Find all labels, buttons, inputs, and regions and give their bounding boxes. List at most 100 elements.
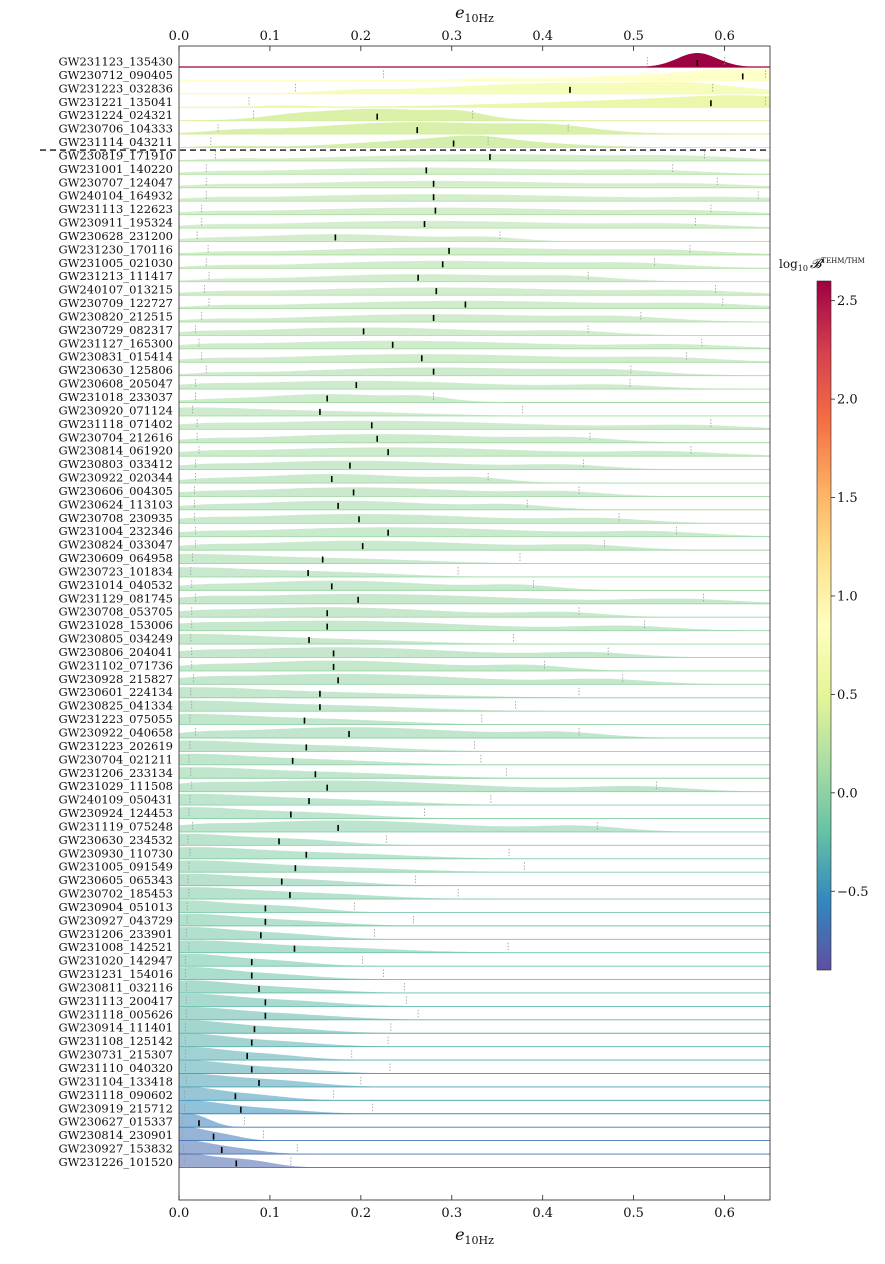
event-label-GW231226_101520: GW231226_101520 bbox=[58, 1155, 173, 1169]
event-label-GW231018_233037: GW231018_233037 bbox=[58, 390, 173, 404]
event-label-GW231028_153006: GW231028_153006 bbox=[58, 618, 173, 632]
ridge-GW240104_164932 bbox=[179, 194, 770, 202]
ridge-GW230920_071124 bbox=[179, 407, 770, 416]
ridge-GW230820_212515 bbox=[179, 314, 770, 322]
ridge-GW230811_032116 bbox=[179, 980, 770, 993]
xtick-label-bottom-4: 0.4 bbox=[532, 1206, 553, 1221]
ridge-GW231127_165300 bbox=[179, 340, 770, 349]
ridge-GW230805_034249 bbox=[179, 633, 770, 645]
event-label-GW230831_015414: GW230831_015414 bbox=[58, 350, 173, 364]
ridge-GW231230_170116 bbox=[179, 247, 770, 255]
ridge-GW230723_101834 bbox=[179, 567, 770, 577]
ridge-GW230708_053705 bbox=[179, 607, 770, 618]
ridge-GW230702_185453 bbox=[179, 887, 770, 899]
event-label-GW231001_140220: GW231001_140220 bbox=[58, 162, 173, 176]
event-label-GW230928_215827: GW230928_215827 bbox=[58, 672, 173, 686]
event-label-GW230814_230901: GW230814_230901 bbox=[58, 1128, 173, 1142]
ridge-GW230825_041334 bbox=[179, 700, 770, 712]
ridge-GW231001_140220 bbox=[179, 167, 770, 175]
event-label-GW231113_200417: GW231113_200417 bbox=[58, 994, 173, 1008]
colorbar-tick-label-3: 1.0 bbox=[837, 589, 858, 604]
ridge-GW230814_230901 bbox=[179, 1126, 770, 1141]
event-label-GW231118_071402: GW231118_071402 bbox=[58, 417, 173, 431]
colorbar-ticks: 2.5 2.0 1.5 1.0 0.5 0.0 −0.5 bbox=[831, 294, 869, 900]
ridge-GW231005_021030 bbox=[179, 260, 770, 269]
ridge-GW230704_212616 bbox=[179, 434, 770, 443]
ridge-GW230922_020344 bbox=[179, 474, 770, 483]
ridge-GW231231_154016 bbox=[179, 967, 770, 980]
colorbar-tick-label-2: 1.5 bbox=[837, 491, 858, 506]
ridge-GW230930_110730 bbox=[179, 847, 770, 859]
event-label-GW230702_185453: GW230702_185453 bbox=[58, 887, 173, 901]
event-label-GW230630_234532: GW230630_234532 bbox=[58, 833, 173, 847]
event-label-GW230706_104333: GW230706_104333 bbox=[58, 122, 173, 136]
ridge-GW230927_043729 bbox=[179, 913, 770, 926]
ridge-GW230731_215307 bbox=[179, 1046, 770, 1061]
event-label-GW230825_041334: GW230825_041334 bbox=[58, 699, 173, 713]
event-label-GW231114_043211: GW231114_043211 bbox=[58, 135, 173, 149]
xtick-label-bottom-2: 0.2 bbox=[351, 1206, 372, 1221]
event-label-GW230708_230935: GW230708_230935 bbox=[58, 511, 173, 525]
xtick-label-bottom-0: 0.0 bbox=[169, 1206, 190, 1221]
event-label-GW231005_021030: GW231005_021030 bbox=[58, 256, 173, 270]
event-label-GW230606_004305: GW230606_004305 bbox=[58, 484, 173, 498]
ridge-GW230922_040658 bbox=[179, 727, 770, 738]
ridge-GW231029_111508 bbox=[179, 780, 770, 792]
event-label-GW231014_040532: GW231014_040532 bbox=[58, 578, 173, 592]
event-label-GW230820_212515: GW230820_212515 bbox=[58, 309, 173, 323]
event-label-GW230624_113103: GW230624_113103 bbox=[58, 497, 173, 511]
ridge-GW231113_122623 bbox=[179, 207, 770, 215]
colorbar-tick-label-1: 2.0 bbox=[837, 393, 858, 408]
ridge-GW231118_071402 bbox=[179, 420, 770, 430]
ridge-GW231221_135041 bbox=[179, 95, 770, 108]
event-label-GW231221_135041: GW231221_135041 bbox=[58, 95, 173, 109]
ridge-GW230927_153832 bbox=[179, 1140, 770, 1154]
ridge-GW230924_124453 bbox=[179, 807, 770, 819]
event-label-GW230707_124047: GW230707_124047 bbox=[58, 175, 173, 189]
x-axis-title-bottom-main: e bbox=[455, 1225, 464, 1244]
ridge-GW231113_200417 bbox=[179, 993, 770, 1007]
ridge-GW231104_133418 bbox=[179, 1073, 770, 1087]
colorbar-title: log10 𝓑TEHM/THM bbox=[779, 257, 865, 273]
xtick-label-top-0: 0.0 bbox=[169, 29, 190, 44]
event-label-GW230609_064958: GW230609_064958 bbox=[58, 551, 173, 565]
ridge-GW230914_111401 bbox=[179, 1020, 770, 1034]
event-label-GW230814_061920: GW230814_061920 bbox=[58, 444, 173, 458]
ridge-GW240107_013215 bbox=[179, 287, 770, 296]
ridge-GW231129_081745 bbox=[179, 593, 770, 604]
colorbar-tick-label-6: −0.5 bbox=[837, 885, 869, 900]
colorbar-title-sub: 10 bbox=[798, 264, 808, 273]
event-label-GW231223_032836: GW231223_032836 bbox=[58, 81, 173, 95]
xtick-label-top-5: 0.5 bbox=[623, 29, 644, 44]
xtick-label-top-4: 0.4 bbox=[532, 29, 553, 44]
xtick-label-bottom-1: 0.1 bbox=[260, 1206, 281, 1221]
event-label-GW231104_133418: GW231104_133418 bbox=[58, 1074, 173, 1088]
colorbar-title-symbol: 𝓑 bbox=[810, 257, 824, 272]
event-label-GW231119_075248: GW231119_075248 bbox=[58, 819, 173, 833]
event-label-GW231223_075055: GW231223_075055 bbox=[58, 712, 173, 726]
ridge-GW230606_004305 bbox=[179, 487, 770, 497]
event-label-GW230924_124453: GW230924_124453 bbox=[58, 806, 173, 820]
event-label-GW231129_081745: GW231129_081745 bbox=[58, 591, 173, 605]
event-label-GW231213_111417: GW231213_111417 bbox=[58, 269, 173, 283]
ridge-GW230831_015414 bbox=[179, 354, 770, 363]
event-label-GW231029_111508: GW231029_111508 bbox=[58, 779, 173, 793]
ridge-GW231118_005626 bbox=[179, 1007, 770, 1020]
event-label-GW230911_195324: GW230911_195324 bbox=[58, 216, 173, 230]
ridge-GW231213_111417 bbox=[179, 274, 770, 282]
ridge-GW231110_040320 bbox=[179, 1060, 770, 1074]
ridge-GW230928_215827 bbox=[179, 673, 770, 685]
xlabel-bot-subscript: 10Hz bbox=[465, 1234, 495, 1247]
x-axis-title-top-main: e bbox=[455, 3, 464, 22]
event-label-GW230919_215712: GW230919_215712 bbox=[58, 1101, 173, 1115]
plot-frame bbox=[178, 45, 771, 1201]
event-label-GW230920_071124: GW230920_071124 bbox=[58, 403, 173, 417]
event-label-GW230628_231200: GW230628_231200 bbox=[58, 229, 173, 243]
event-label-GW231123_135430: GW231123_135430 bbox=[58, 55, 173, 69]
event-label-GW231118_090602: GW231118_090602 bbox=[58, 1088, 173, 1102]
ridge-GW230630_125806 bbox=[179, 367, 770, 376]
event-label-GW230930_110730: GW230930_110730 bbox=[58, 846, 173, 860]
ridge-GW230704_021211 bbox=[179, 753, 770, 765]
ridge-GW230806_204041 bbox=[179, 647, 770, 658]
